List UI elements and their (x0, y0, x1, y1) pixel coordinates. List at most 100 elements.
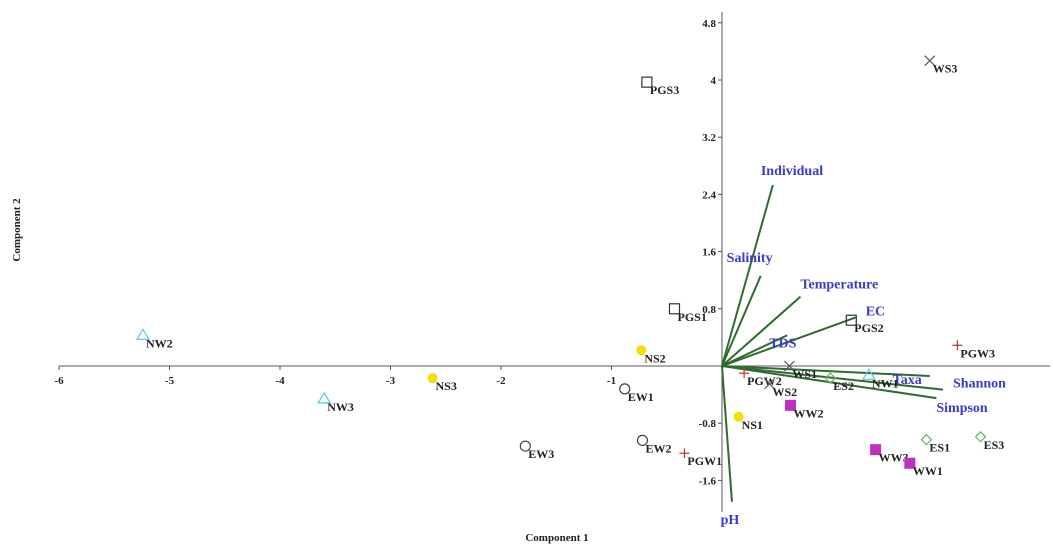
x-axis-title: Component 1 (525, 532, 588, 544)
point-label: PGS2 (854, 321, 883, 335)
circle-marker (519, 440, 531, 452)
score-points: WS3 PGS3 PGS1 PGS2 NW2 NW3 NW1 NS2 NS3 NS1 EW1 EW2 E… (135, 55, 1005, 478)
point-label: ES2 (833, 379, 854, 393)
y-tick-label: 1.6 (702, 247, 716, 259)
x-tick-label: -2 (496, 375, 506, 387)
point-nw3: NW3 (317, 391, 354, 414)
triangle-marker (317, 391, 332, 404)
axes: -6 -5 -4 -3 -2 -1 4.8 4 3.2 2.4 1.6 0.8 -0.8 -1.6 (54, 12, 1050, 512)
point-es1: ES1 (920, 433, 950, 455)
square-marker (668, 303, 681, 315)
point-ws2: WS2 (764, 378, 798, 399)
point-ew3: EW3 (519, 440, 554, 461)
vector-label-ec: EC (866, 304, 885, 319)
x-tick-label: -1 (607, 375, 616, 387)
point-label: NS1 (742, 418, 763, 432)
point-label: WS2 (773, 385, 798, 399)
point-ww3: WW3 (870, 444, 909, 465)
point-ws3: WS3 (924, 55, 957, 76)
point-pgw2: PGW2 (739, 368, 782, 388)
point-label: PGW3 (960, 346, 995, 360)
point-label: ES3 (984, 438, 1005, 452)
point-ew1: EW1 (619, 383, 654, 404)
point-pgw3: PGW3 (952, 340, 995, 360)
x-tick-label: -5 (165, 375, 175, 387)
y-tick-label: 3.2 (702, 132, 716, 144)
diamond-marker (824, 372, 837, 385)
point-label: NW3 (327, 400, 354, 414)
dot-marker (733, 411, 744, 422)
vector-label-simpson: Simpson (936, 401, 988, 416)
point-es2: ES2 (824, 372, 854, 393)
vector-shannon (721, 365, 944, 391)
point-label: NW2 (146, 336, 173, 350)
square-marker (845, 314, 857, 326)
x-tick-label: -4 (275, 375, 285, 387)
point-label: EW3 (528, 447, 554, 461)
vector-label-tds: TDS (769, 336, 796, 351)
circle-marker (619, 383, 631, 395)
point-ns1: NS1 (733, 411, 763, 432)
point-pgs1: PGS1 (668, 303, 707, 324)
vector-taxa (721, 365, 930, 378)
y-tick-label: -1.6 (699, 475, 717, 487)
cross-marker-b (924, 55, 936, 67)
point-label: EW2 (645, 441, 671, 455)
vector-individual (721, 184, 774, 367)
square-marker (641, 76, 653, 88)
point-label: WW3 (879, 451, 909, 465)
diamond-marker (974, 430, 987, 443)
filled-square-marker (785, 399, 797, 411)
x-tick-label: -3 (386, 375, 396, 387)
vector-label-individual: Individual (761, 164, 823, 179)
point-ns2: NS2 (636, 345, 666, 365)
triangle-marker (135, 328, 151, 340)
point-label: WS1 (792, 367, 817, 381)
vector-salinity (721, 275, 762, 367)
point-label: NW1 (872, 376, 899, 390)
point-nw2: NW2 (135, 328, 173, 350)
point-label: ES1 (929, 441, 950, 455)
dot-marker (427, 373, 438, 384)
point-label: NS2 (644, 351, 665, 365)
vector-temperature (721, 295, 802, 367)
point-label: PGW1 (687, 454, 722, 468)
vector-label-ph: pH (721, 513, 740, 528)
y-tick-label: 0.8 (702, 304, 716, 316)
point-pgs2: PGS2 (845, 314, 884, 335)
dot-marker (636, 345, 647, 356)
y-axis-title: Component 2 (11, 198, 23, 262)
point-label: EW1 (628, 390, 654, 404)
point-label: WW1 (913, 464, 943, 478)
y-tick-label: 4.8 (702, 18, 716, 30)
point-ns3: NS3 (427, 373, 457, 393)
cross-marker-b (764, 378, 775, 390)
vector-label-temperature: Temperature (800, 278, 878, 293)
vector-ec (721, 316, 857, 367)
filled-square-marker (904, 457, 916, 469)
point-es3: ES3 (974, 430, 1005, 452)
filled-square-marker (870, 444, 882, 456)
y-tick-label: 2.4 (702, 189, 716, 201)
point-pgw1: PGW1 (679, 448, 722, 468)
vector-tds (721, 334, 788, 367)
triangle-marker (861, 368, 877, 380)
circle-marker (636, 434, 649, 446)
x-tick-label: -6 (54, 375, 64, 387)
point-ew2: EW2 (636, 434, 671, 455)
cross-marker-b (783, 360, 795, 372)
point-ws1: WS1 (783, 360, 817, 381)
point-label: PGS1 (677, 310, 706, 324)
vector-label-salinity: Salinity (727, 251, 773, 266)
point-pgs3: PGS3 (641, 76, 679, 97)
point-label: WW2 (794, 406, 824, 420)
point-label: PGW2 (747, 374, 782, 388)
y-tick-label: -0.8 (699, 418, 717, 430)
point-label: NS3 (435, 379, 456, 393)
point-nw1: NW1 (861, 368, 899, 390)
point-label: PGS3 (650, 83, 679, 97)
diamond-marker (920, 433, 933, 446)
vector-ph (721, 365, 733, 502)
